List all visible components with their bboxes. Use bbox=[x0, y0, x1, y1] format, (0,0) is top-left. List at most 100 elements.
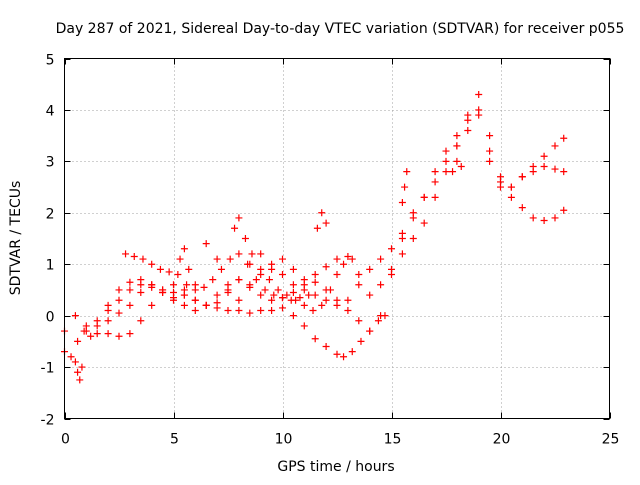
data-point bbox=[71, 358, 79, 366]
x-tick-label: 5 bbox=[170, 432, 179, 448]
data-point bbox=[93, 330, 101, 338]
data-point bbox=[551, 142, 559, 150]
data-point bbox=[296, 294, 304, 302]
data-point bbox=[340, 260, 348, 268]
data-point bbox=[126, 301, 134, 309]
data-point bbox=[115, 296, 123, 304]
data-point bbox=[344, 307, 352, 314]
data-point bbox=[241, 235, 249, 242]
data-point bbox=[289, 265, 297, 273]
data-point bbox=[183, 281, 191, 289]
data-point bbox=[292, 296, 300, 304]
x-tick-label: 20 bbox=[493, 432, 511, 448]
data-point bbox=[213, 255, 221, 263]
data-point bbox=[268, 296, 276, 304]
data-point bbox=[191, 286, 199, 294]
data-point bbox=[202, 240, 210, 248]
data-point bbox=[311, 278, 319, 286]
data-point bbox=[244, 260, 252, 268]
data-point bbox=[139, 255, 147, 263]
data-point bbox=[518, 204, 526, 212]
data-point bbox=[200, 283, 208, 291]
data-point bbox=[311, 271, 319, 278]
data-point bbox=[305, 291, 313, 299]
data-point bbox=[401, 183, 409, 191]
y-tick-label: -2 bbox=[41, 413, 55, 429]
data-point bbox=[87, 332, 95, 340]
data-point bbox=[67, 353, 75, 361]
data-point bbox=[540, 217, 548, 224]
data-point bbox=[224, 307, 232, 314]
data-point bbox=[209, 276, 217, 284]
data-point bbox=[529, 214, 537, 222]
data-point bbox=[122, 250, 130, 258]
data-point bbox=[279, 304, 286, 312]
data-point bbox=[551, 165, 559, 173]
data-point bbox=[475, 91, 483, 98]
data-point bbox=[148, 260, 156, 268]
data-point bbox=[322, 343, 330, 350]
data-point bbox=[257, 265, 265, 273]
data-point bbox=[388, 271, 395, 278]
data-point bbox=[355, 271, 363, 278]
data-point bbox=[374, 317, 382, 325]
data-point bbox=[126, 330, 134, 338]
data-point bbox=[213, 299, 221, 307]
data-point bbox=[326, 286, 334, 294]
x-axis-label: GPS time / hours bbox=[277, 459, 394, 475]
data-point bbox=[115, 286, 123, 294]
data-point bbox=[248, 250, 256, 258]
data-point bbox=[279, 271, 286, 278]
data-point bbox=[170, 281, 177, 289]
data-point bbox=[355, 281, 363, 289]
data-point bbox=[300, 276, 308, 284]
data-point bbox=[300, 286, 308, 294]
data-point bbox=[252, 276, 260, 284]
data-point bbox=[518, 173, 526, 181]
y-tick-label: 0 bbox=[46, 310, 55, 326]
data-point bbox=[274, 286, 282, 294]
data-point bbox=[309, 307, 317, 314]
data-point bbox=[453, 132, 461, 140]
data-point bbox=[377, 281, 385, 289]
data-point bbox=[300, 322, 308, 330]
data-point bbox=[507, 183, 515, 191]
data-point bbox=[82, 327, 90, 335]
data-point bbox=[464, 116, 472, 124]
data-point bbox=[104, 330, 112, 338]
data-point bbox=[165, 268, 173, 276]
data-point bbox=[191, 296, 199, 304]
data-point bbox=[257, 250, 265, 258]
data-point bbox=[235, 250, 243, 258]
data-point bbox=[431, 193, 439, 201]
data-point bbox=[289, 281, 297, 289]
data-point bbox=[442, 147, 450, 155]
data-point bbox=[180, 286, 188, 294]
data-point bbox=[344, 296, 352, 304]
data-point bbox=[235, 296, 243, 304]
data-point bbox=[464, 127, 472, 134]
data-point bbox=[357, 337, 365, 345]
data-point bbox=[156, 265, 164, 273]
data-point bbox=[191, 307, 199, 314]
data-point bbox=[318, 209, 326, 217]
axis-ticks: 0 5 10 15 20 25 -2 -1 0 1 2 3 4 5 bbox=[41, 53, 620, 448]
data-point bbox=[137, 317, 145, 325]
data-point bbox=[398, 199, 406, 206]
data-point bbox=[420, 219, 428, 227]
data-point bbox=[366, 327, 374, 335]
data-point bbox=[340, 353, 348, 361]
data-point bbox=[344, 253, 352, 260]
plot-frame bbox=[64, 58, 610, 419]
x-tick-label: 15 bbox=[384, 432, 402, 448]
data-point bbox=[265, 276, 273, 284]
data-points bbox=[61, 91, 568, 384]
data-point bbox=[104, 301, 112, 309]
data-point bbox=[442, 157, 450, 165]
data-point bbox=[388, 245, 395, 253]
data-point bbox=[74, 368, 82, 376]
data-point bbox=[93, 317, 101, 325]
y-tick-label: 1 bbox=[46, 258, 55, 274]
data-point bbox=[217, 265, 225, 273]
data-point bbox=[180, 245, 188, 253]
